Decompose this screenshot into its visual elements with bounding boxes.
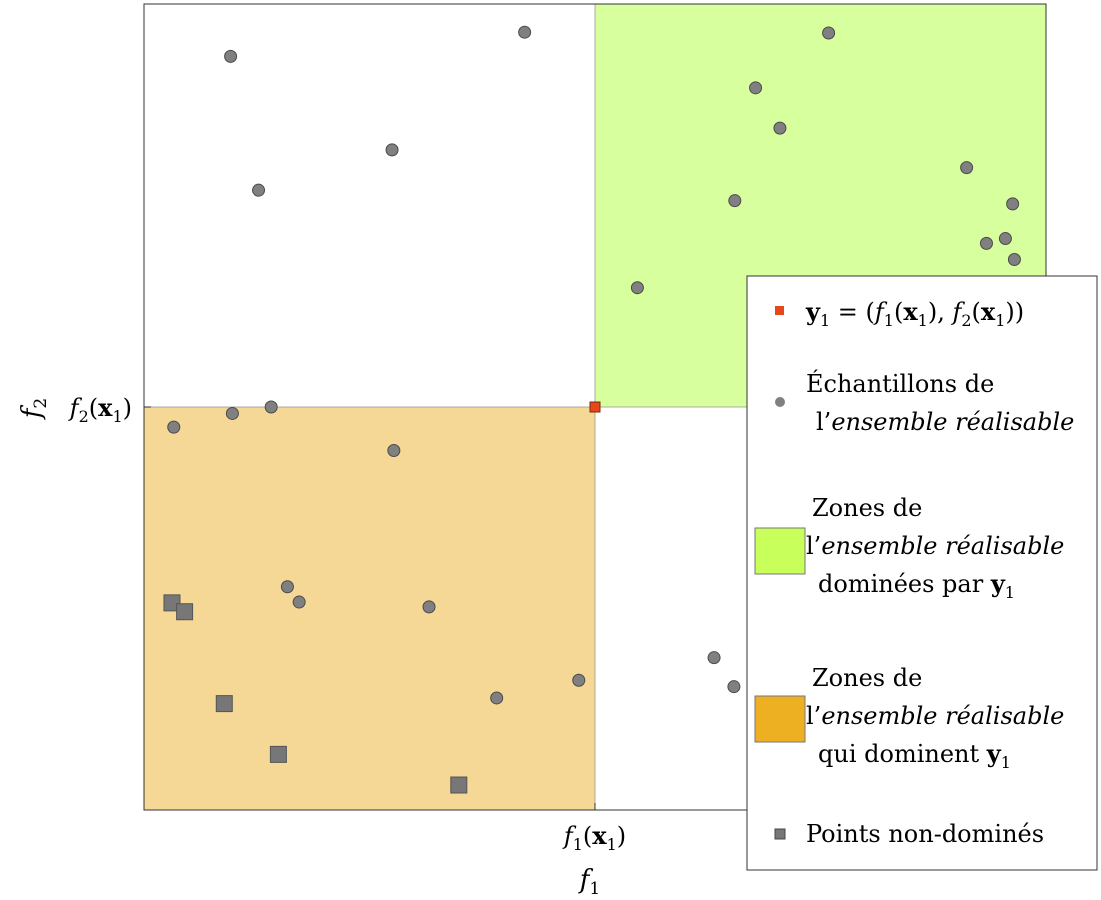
sample-point — [822, 26, 836, 40]
sample-point — [707, 651, 721, 665]
y-axis-label: f2 — [17, 398, 51, 420]
legend: y1 = (f1(x1), f2(x1)) Échantillons de l’… — [746, 275, 1098, 871]
legend-dominating-label-line1: Zones de — [812, 664, 922, 692]
legend-y1-label: y1 = (f1(x1), f2(x1)) — [805, 297, 1024, 330]
legend-sample-label-line2: l’ensemble réalisable — [816, 408, 1074, 436]
legend-nondominated-label: Points non-dominés — [806, 820, 1044, 848]
x-axis-label: f1 — [578, 865, 600, 899]
zones-layer — [143, 3, 1047, 811]
sample-point — [518, 25, 532, 39]
sample-point — [225, 406, 239, 420]
sample-point — [292, 595, 306, 609]
legend-dominating-label-line3: qui dominent y1 — [818, 739, 1011, 772]
y1-point — [589, 401, 601, 413]
nondominated-point — [269, 745, 287, 763]
legend-dominated-label-line3: dominées par y1 — [818, 569, 1015, 602]
legend-y1-marker — [775, 306, 784, 315]
sample-point — [252, 183, 266, 197]
sample-point — [224, 49, 238, 63]
points-layer — [163, 25, 1021, 794]
sample-point — [280, 580, 294, 594]
sample-point — [1007, 253, 1021, 267]
sample-point — [727, 680, 741, 694]
sample-point — [572, 673, 586, 687]
ticks-layer — [144, 406, 596, 810]
legend-sample-marker — [775, 397, 785, 407]
legend-dominated-label-line2: l’ensemble réalisable — [806, 532, 1064, 560]
legend-dominated-label-line1: Zones de — [812, 494, 922, 522]
sample-point — [490, 691, 504, 705]
nondominated-point — [215, 695, 233, 713]
sample-point — [1006, 197, 1020, 211]
zone-dominating-y1 — [143, 406, 596, 811]
y-tick-label-f2x1: f2(x1) — [68, 393, 132, 426]
sample-point — [630, 281, 644, 295]
nondominated-point — [163, 594, 181, 612]
nondominated-point — [450, 776, 468, 794]
sample-point — [422, 600, 436, 614]
sample-point — [979, 236, 993, 250]
legend-dominating-zone-swatch — [754, 695, 806, 743]
sample-point — [385, 143, 399, 157]
sample-point — [998, 232, 1012, 246]
sample-point — [387, 444, 401, 458]
sample-point — [960, 161, 974, 175]
sample-point — [264, 400, 278, 414]
x-tick-label-f1x1: f1(x1) — [562, 821, 626, 854]
sample-point — [773, 121, 787, 135]
sample-point — [749, 81, 763, 95]
sample-point — [167, 420, 181, 434]
nondominated-point — [176, 603, 194, 621]
sample-point — [728, 194, 742, 208]
legend-dominating-label-line2: l’ensemble réalisable — [806, 702, 1064, 730]
legend-dominated-zone-swatch — [754, 527, 806, 575]
legend-sample-label-line1: Échantillons de — [806, 369, 994, 398]
legend-nondominated-marker — [774, 828, 786, 840]
